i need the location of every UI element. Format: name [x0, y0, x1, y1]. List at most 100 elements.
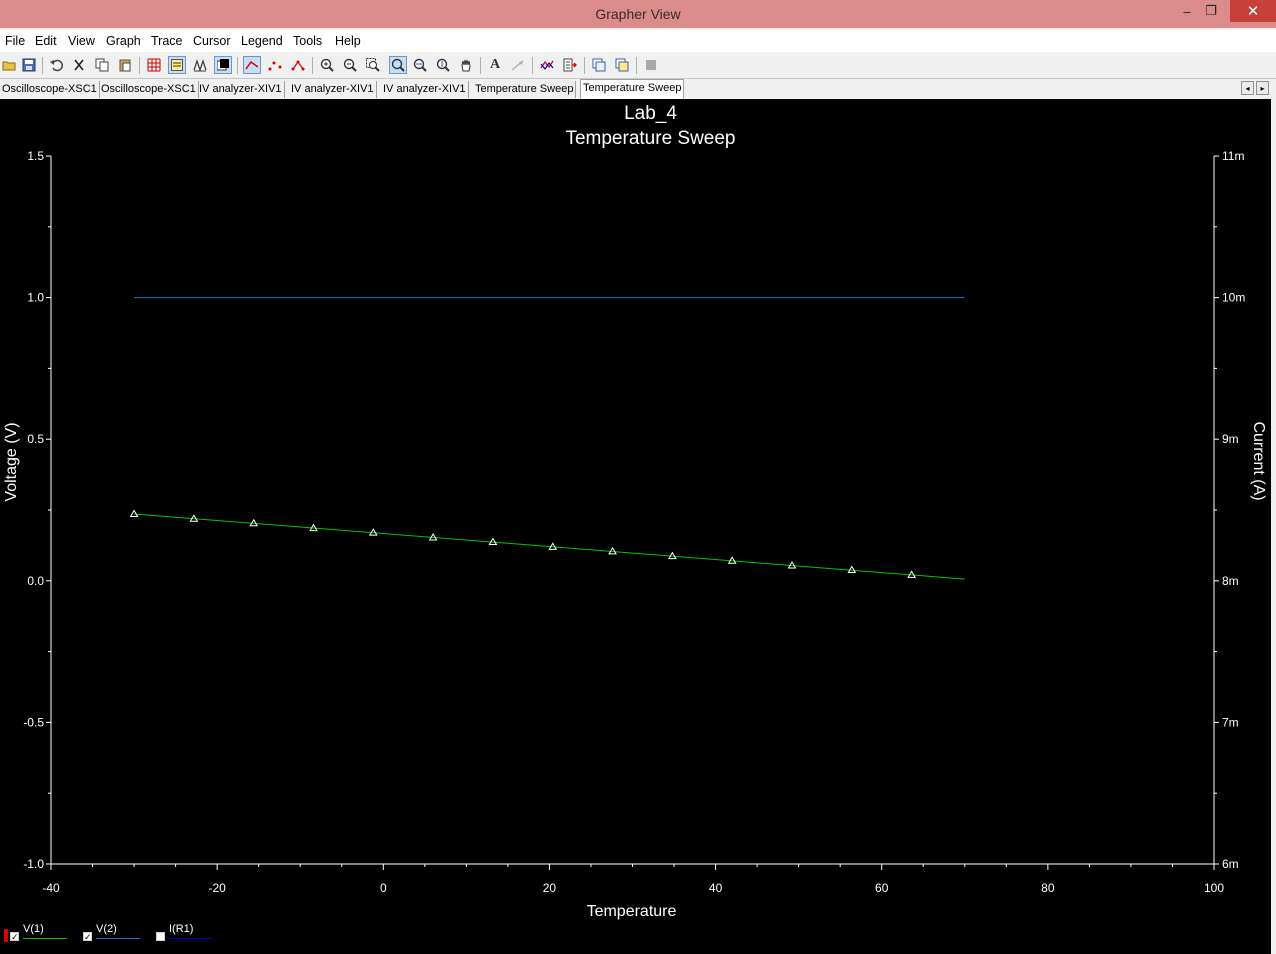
grid-icon[interactable] — [145, 56, 163, 74]
y-tick-label: -1.0 — [23, 857, 44, 871]
tab-oscilloscope-xsc1-b[interactable]: Oscilloscope-XSC1 — [99, 81, 199, 98]
tab-scroll-left-icon[interactable]: ◂ — [1241, 81, 1254, 95]
menu-graph[interactable]: Graph — [106, 34, 141, 48]
background-icon[interactable] — [214, 56, 232, 74]
y-tick-label: 1.0 — [27, 291, 44, 305]
series-marker-0 — [309, 523, 318, 532]
series-marker-0 — [548, 542, 558, 550]
legend-checkbox-v2[interactable]: ✓ — [83, 932, 92, 942]
legend-item-v1[interactable]: ✓ V(1) — [4, 922, 74, 942]
tab-iv-analyzer-xiv1-a[interactable]: IV analyzer-XIV1 — [197, 81, 285, 98]
legend-icon[interactable] — [168, 56, 186, 74]
menu-help[interactable]: Help — [335, 34, 361, 48]
menu-file[interactable]: File — [5, 34, 26, 48]
chart-subtitle: Temperature Sweep — [565, 128, 735, 149]
menu-trace[interactable]: Trace — [151, 34, 183, 48]
series-marker-0 — [727, 556, 737, 564]
paste-graph-icon[interactable] — [613, 56, 631, 74]
x-tick-label: 100 — [1204, 881, 1224, 895]
x-tick-label: 60 — [875, 881, 889, 895]
x-axis-label: Temperature — [587, 903, 677, 920]
minimize-button[interactable]: – — [1183, 3, 1191, 19]
x-tick-label: 0 — [380, 881, 387, 895]
y-tick-label: 1.5 — [27, 149, 44, 163]
tab-scroll-right-icon[interactable]: ▸ — [1256, 81, 1269, 95]
legend-checkbox-ir1[interactable] — [156, 932, 165, 941]
series-marker-0 — [189, 514, 199, 522]
graph-plot-area[interactable]: Lab_4 Temperature Sweep -40 -20 0 20 40 60 80 100… — [0, 99, 1271, 954]
export-icon[interactable] — [561, 56, 579, 74]
save-icon[interactable] — [20, 56, 38, 74]
legend-line-v1 — [23, 938, 67, 939]
close-button[interactable]: ✕ — [1230, 0, 1276, 22]
tab-oscilloscope-xsc1-a[interactable]: Oscilloscope-XSC1 — [0, 81, 100, 98]
tab-iv-analyzer-xiv1-b[interactable]: IV analyzer-XIV1 — [289, 81, 377, 98]
menu-cursor[interactable]: Cursor — [193, 34, 231, 48]
x-tick-label: -40 — [42, 881, 60, 895]
line-icon[interactable] — [243, 56, 261, 74]
overlay-icon[interactable] — [538, 56, 556, 74]
legend-item-ir1[interactable]: I(R1) — [156, 922, 216, 942]
cut-icon[interactable] — [70, 56, 88, 74]
zoom-x-icon[interactable] — [411, 56, 429, 74]
text-icon[interactable]: A — [489, 57, 501, 72]
zoom-area-icon[interactable] — [364, 56, 382, 74]
y2-tick-label: 10m — [1222, 291, 1245, 305]
series-line-0 — [134, 513, 965, 580]
series-marker-0 — [368, 528, 378, 536]
window-title: Grapher View — [595, 6, 681, 22]
tab-iv-analyzer-xiv1-c[interactable]: IV analyzer-XIV1 — [381, 81, 469, 98]
x-tick-label: 40 — [709, 881, 723, 895]
legend-label-v2: V(2) — [96, 923, 117, 935]
zoom-out-icon[interactable] — [341, 56, 359, 74]
series-marker-0 — [907, 570, 916, 578]
legend-selected-marker — [4, 929, 8, 942]
y2-tick-label: 11m — [1222, 149, 1244, 163]
undo-icon[interactable] — [47, 56, 65, 74]
chart: Lab_4 Temperature Sweep -40 -20 0 20 40 60 80 100… — [3, 103, 1267, 920]
legend-checkbox-v1[interactable]: ✓ — [10, 932, 19, 942]
legend-line-ir1 — [169, 938, 213, 939]
x-tick-label: 80 — [1041, 881, 1055, 895]
menu-tools[interactable]: Tools — [293, 34, 323, 48]
restore-button[interactable]: ❐ — [1205, 3, 1217, 18]
y2-tick-label: 8m — [1222, 574, 1239, 588]
menu-bar: File Edit View Graph Trace Cursor Legend… — [0, 30, 1276, 52]
y2-axis-label: Current (A) — [1250, 421, 1267, 500]
copy-graph-icon[interactable] — [590, 56, 608, 74]
tab-bar: Oscilloscope-XSC1 Oscilloscope-XSC1 IV a… — [0, 79, 1276, 99]
y-tick-label: 0.0 — [27, 574, 44, 588]
series-marker-0 — [249, 518, 259, 527]
legend-line-v2 — [96, 938, 140, 939]
menu-edit[interactable]: Edit — [35, 34, 57, 48]
zoom-full-icon[interactable] — [389, 56, 407, 74]
paste-icon[interactable] — [116, 56, 134, 74]
y-tick-label: -0.5 — [23, 715, 44, 729]
chart-title: Lab_4 — [624, 103, 677, 124]
stop-icon — [642, 56, 660, 74]
x-tick-label: 20 — [543, 881, 557, 895]
legend-label-ir1: I(R1) — [169, 923, 194, 935]
toggle-icon[interactable] — [191, 56, 209, 74]
y2-tick-label: 6m — [1222, 857, 1239, 871]
tab-temperature-sweep-b[interactable]: Temperature Sweep — [580, 79, 685, 99]
y-tick-label: 0.5 — [27, 432, 44, 446]
dots-icon[interactable] — [266, 56, 284, 74]
line-dots-icon[interactable] — [289, 56, 307, 74]
series-marker-0 — [668, 551, 677, 560]
series-marker-0 — [787, 561, 797, 569]
tab-temperature-sweep-a[interactable]: Temperature Sweep — [473, 81, 577, 98]
legend-label-v1: V(1) — [23, 923, 44, 935]
open-icon[interactable] — [0, 56, 18, 74]
zoom-in-icon[interactable] — [318, 56, 336, 74]
series-marker-0 — [847, 565, 857, 574]
legend-item-v2[interactable]: ✓ V(2) — [83, 922, 143, 942]
arrow-icon — [509, 56, 527, 74]
copy-icon[interactable] — [93, 56, 111, 74]
x-tick-label: -20 — [208, 881, 226, 895]
menu-view[interactable]: View — [68, 34, 95, 48]
series-marker-0 — [488, 537, 498, 546]
pan-icon[interactable] — [457, 56, 475, 74]
zoom-y-icon[interactable] — [434, 56, 452, 74]
menu-legend[interactable]: Legend — [241, 34, 283, 48]
